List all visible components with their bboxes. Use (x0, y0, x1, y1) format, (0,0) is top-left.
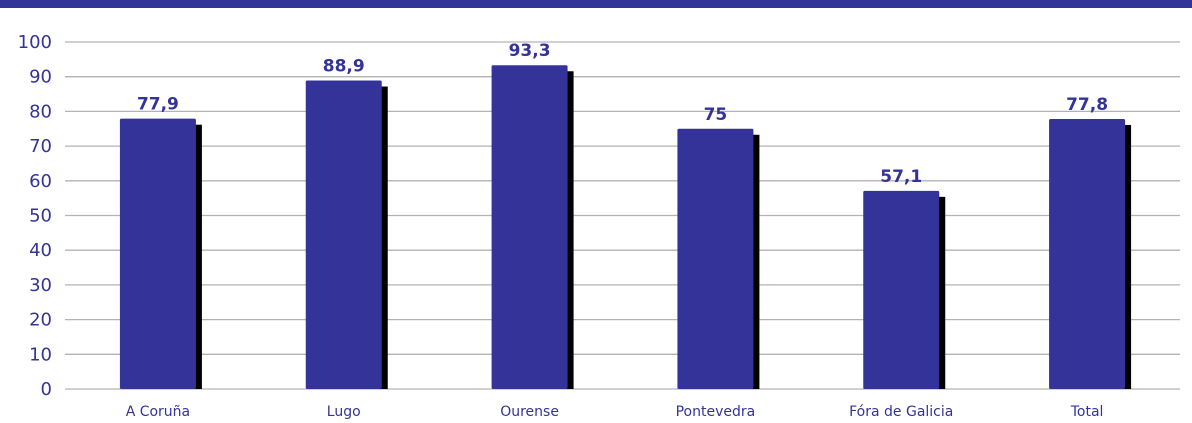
bar (863, 190, 940, 389)
data-labels-layer: 77,9 88,9 93,3 75 57,1 77,8 (137, 41, 1108, 187)
data-label: 57,1 (880, 167, 922, 187)
x-tick-label: Fóra de Galicia (849, 404, 953, 420)
y-tick-label: 10 (29, 344, 52, 365)
bar (677, 128, 754, 389)
data-label: 88,9 (323, 57, 365, 77)
bar (491, 65, 568, 390)
top-band (0, 0, 1192, 8)
y-tick-label: 40 (29, 240, 52, 261)
y-tick-label: 50 (29, 206, 52, 227)
x-tick-label: Pontevedra (676, 404, 756, 420)
data-label: 75 (704, 105, 728, 125)
x-tick-label: A Coruña (126, 404, 190, 420)
y-tick-label: 60 (29, 171, 52, 192)
x-tick-label: Lugo (327, 404, 361, 420)
y-tick-label: 0 (41, 379, 52, 400)
data-label: 93,3 (509, 41, 551, 61)
y-tick-label: 20 (29, 310, 52, 331)
bar (1049, 119, 1126, 389)
y-tick-label: 90 (29, 67, 52, 88)
y-axis-ticks: 0 10 20 30 40 50 60 70 80 90 100 (18, 32, 52, 400)
bar (305, 80, 382, 389)
x-tick-label: Ourense (500, 404, 559, 420)
x-tick-label: Total (1070, 404, 1104, 420)
y-tick-label: 30 (29, 275, 52, 296)
y-tick-label: 80 (29, 101, 52, 122)
data-label: 77,8 (1066, 95, 1108, 115)
y-tick-label: 70 (29, 136, 52, 157)
data-label: 77,9 (137, 95, 179, 115)
y-tick-label: 100 (18, 32, 52, 53)
bar (119, 118, 196, 389)
bars-layer (119, 65, 1132, 390)
x-axis-ticks: A Coruña Lugo Ourense Pontevedra Fóra de Gal… (126, 404, 1104, 420)
grid-layer (65, 41, 1180, 390)
